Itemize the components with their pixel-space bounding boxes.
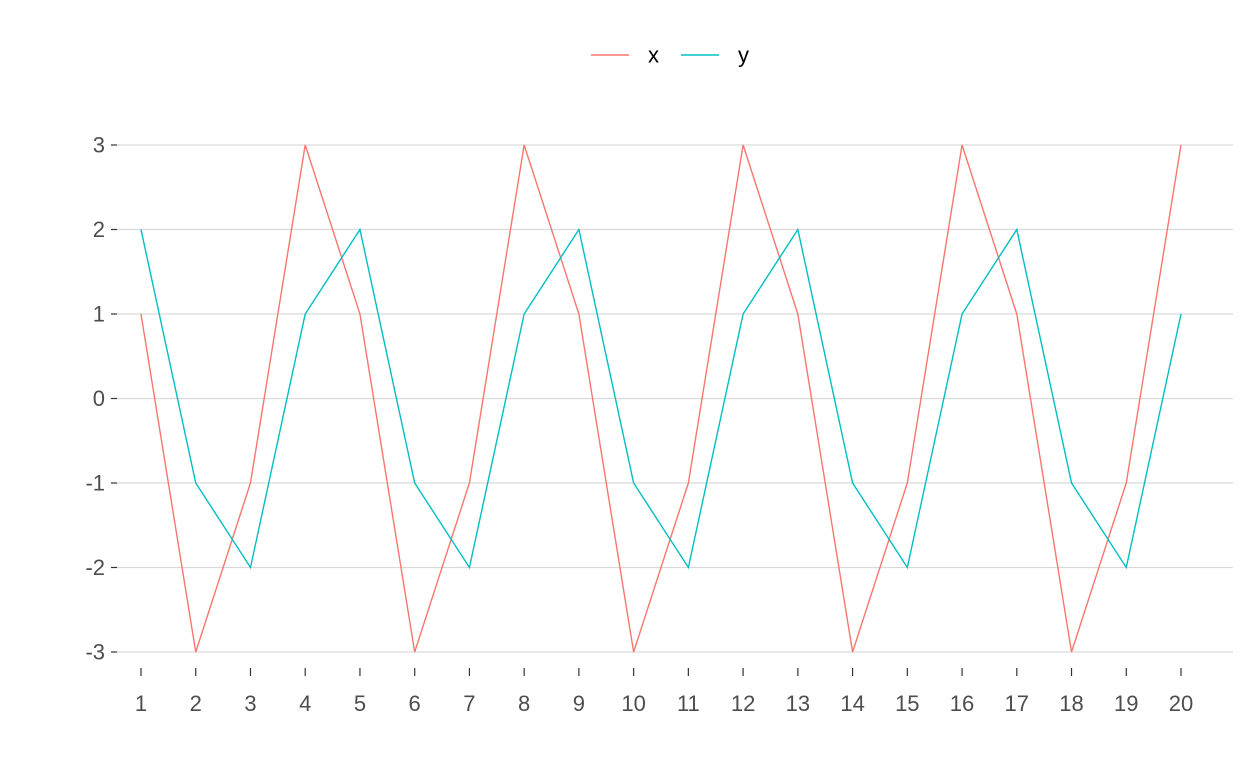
y-tick-label: 0 [93, 386, 105, 411]
legend-label-x: x [648, 43, 659, 68]
y-tick-label: -2 [85, 555, 105, 580]
y-axis: 3 2 1 0 -1 -2 -3 [85, 133, 117, 665]
legend-label-y: y [738, 43, 749, 68]
x-tick-label: 6 [409, 691, 421, 716]
x-tick-label: 15 [895, 691, 919, 716]
x-tick-label: 19 [1114, 691, 1138, 716]
x-tick-label: 11 [677, 691, 700, 716]
x-tick-label: 3 [244, 691, 256, 716]
x-tick-label: 16 [950, 691, 974, 716]
x-tick-label: 5 [354, 691, 366, 716]
x-tick-label: 13 [786, 691, 810, 716]
y-tick-label: 3 [93, 133, 105, 158]
y-tick-label: 2 [93, 217, 105, 242]
x-tick-label: 18 [1059, 691, 1083, 716]
series-line-y [140, 227, 1182, 570]
x-tick-label: 4 [299, 691, 311, 716]
y-tick-label: -3 [85, 640, 105, 665]
x-tick-label: 10 [621, 691, 645, 716]
x-tick-label: 2 [190, 691, 202, 716]
y-tick-label: 1 [93, 302, 105, 327]
y-tick-label: -1 [85, 471, 105, 496]
x-tick-label: 8 [518, 691, 530, 716]
x-tick-label: 7 [463, 691, 475, 716]
x-tick-label: 9 [573, 691, 585, 716]
x-tick-label: 20 [1169, 691, 1193, 716]
gridlines [117, 144, 1233, 653]
x-tick-label: 1 [135, 691, 147, 716]
x-tick-label: 14 [840, 691, 864, 716]
x-tick-label: 17 [1005, 691, 1029, 716]
series-line-x [140, 144, 1182, 653]
x-axis: 1 2 3 4 5 6 7 8 9 10 11 12 13 14 15 16 17 18 19 20 [135, 668, 1193, 716]
series-layer [140, 144, 1182, 653]
x-tick-label: 12 [731, 691, 755, 716]
